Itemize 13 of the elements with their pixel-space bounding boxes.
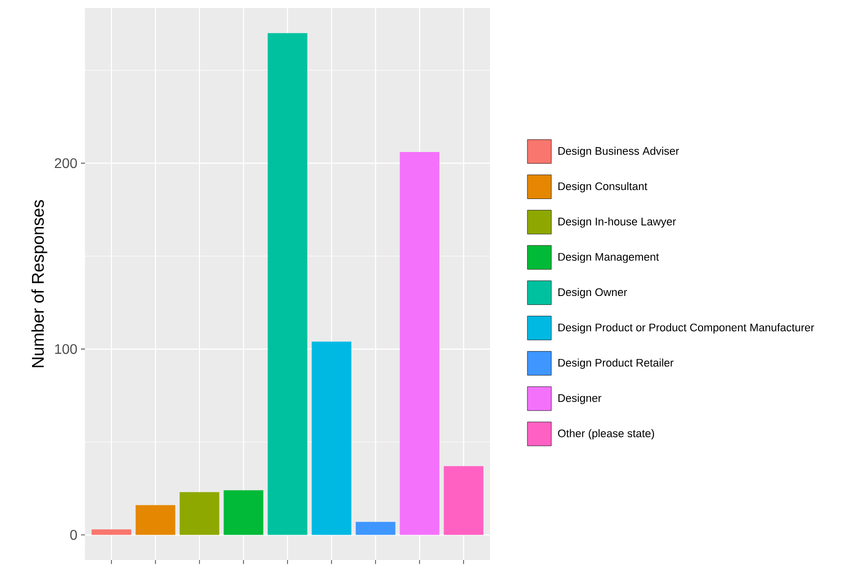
y-tick-label: 100 [55, 344, 77, 354]
legend-label: Design Consultant [558, 182, 648, 192]
legend-label: Design Management [558, 252, 659, 263]
legend-label: Design Product or Product Component Manufacturer [558, 323, 814, 334]
legend-label: Design Owner [558, 288, 628, 298]
legend-label: Other (please state) [558, 429, 654, 440]
legend-label: Designer [558, 394, 602, 404]
legend-label: Design In-house Lawyer [558, 217, 676, 228]
legend-label: Design Product Retailer [558, 358, 674, 369]
y-axis-title: Number of Responses [31, 200, 48, 368]
legend-label: Design Business Adviser [558, 146, 679, 158]
y-tick-label: 0 [70, 530, 77, 540]
y-tick-label: 200 [54, 158, 77, 168]
